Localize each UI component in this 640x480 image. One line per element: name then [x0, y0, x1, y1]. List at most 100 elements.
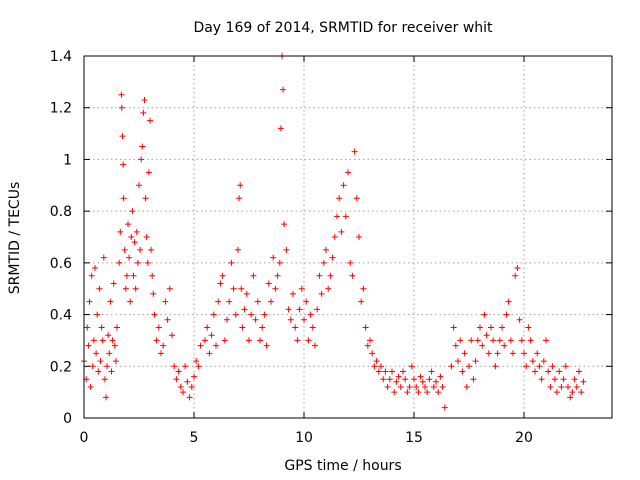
data-point	[470, 376, 477, 383]
data-point	[151, 311, 158, 318]
data-point	[90, 337, 97, 344]
data-point	[85, 342, 92, 349]
data-point	[122, 285, 129, 292]
data-point	[208, 332, 215, 339]
data-point	[270, 254, 277, 261]
data-point	[139, 143, 146, 150]
data-point	[96, 285, 103, 292]
data-point	[100, 254, 107, 261]
data-point	[369, 350, 376, 357]
data-point	[496, 337, 503, 344]
data-point	[545, 368, 552, 375]
data-point	[206, 350, 213, 357]
data-point	[331, 234, 338, 240]
data-point	[516, 316, 523, 323]
data-point	[540, 358, 547, 365]
data-point	[301, 316, 307, 323]
data-point	[213, 342, 219, 349]
data-point	[320, 259, 327, 266]
data-point	[112, 358, 119, 365]
data-point	[375, 368, 382, 375]
data-point	[92, 265, 98, 272]
data-point	[477, 324, 483, 331]
data-point	[226, 298, 233, 305]
data-point	[448, 363, 455, 370]
data-point	[340, 182, 347, 189]
data-point	[426, 376, 433, 383]
y-tick-label: 0.4	[50, 308, 72, 324]
data-point	[280, 86, 287, 93]
x-tick-label: 10	[295, 430, 313, 446]
data-point	[175, 368, 182, 375]
data-point	[499, 324, 505, 331]
data-point	[298, 285, 305, 292]
data-point	[569, 389, 576, 396]
data-point	[406, 383, 413, 390]
data-point	[554, 389, 560, 396]
data-point	[518, 337, 525, 344]
data-point	[95, 368, 102, 375]
data-point	[358, 298, 365, 305]
data-point	[265, 280, 272, 287]
data-point	[263, 342, 270, 349]
data-point	[259, 324, 266, 331]
data-point	[120, 161, 127, 168]
y-tick-labels: 0 0.2 0.4 0.6 0.8 1 1.2 1.4	[50, 49, 72, 427]
data-point	[186, 394, 193, 401]
data-point	[127, 298, 134, 305]
data-point	[290, 290, 296, 297]
data-point	[158, 350, 164, 357]
data-point	[393, 378, 400, 385]
data-point	[276, 259, 283, 266]
data-point	[481, 311, 488, 318]
data-point	[567, 394, 574, 401]
data-point	[294, 337, 301, 344]
data-point	[243, 290, 250, 297]
data-point	[235, 246, 241, 253]
data-point	[452, 342, 459, 349]
data-point	[435, 389, 442, 396]
data-point	[386, 376, 393, 383]
data-point	[441, 404, 448, 411]
data-point	[378, 363, 384, 370]
data-point	[180, 389, 186, 396]
data-point	[576, 368, 582, 375]
data-point	[254, 298, 261, 305]
data-point	[93, 350, 100, 357]
data-point	[118, 91, 125, 98]
data-point	[173, 376, 180, 383]
data-point	[210, 311, 217, 318]
data-point	[133, 228, 140, 235]
data-point	[149, 272, 156, 279]
x-tick-label: 15	[405, 430, 423, 446]
data-point	[128, 234, 135, 240]
data-point	[132, 285, 139, 292]
data-point	[150, 290, 157, 297]
data-point	[514, 265, 521, 272]
data-point	[88, 272, 95, 279]
data-point	[110, 280, 117, 287]
data-point	[134, 259, 141, 266]
data-point	[428, 368, 435, 375]
data-point	[551, 376, 558, 383]
data-point	[237, 182, 244, 189]
data-point	[364, 342, 371, 349]
data-point	[155, 324, 162, 331]
data-point	[238, 285, 245, 292]
data-point	[108, 368, 115, 375]
data-point	[356, 234, 362, 240]
data-point	[455, 358, 461, 365]
data-point	[120, 195, 127, 202]
y-tick-label: 0.2	[50, 359, 72, 375]
data-point	[424, 389, 431, 396]
data-point	[268, 298, 274, 305]
data-point	[136, 182, 142, 189]
data-point	[137, 246, 144, 253]
data-point	[433, 378, 439, 385]
y-tick-label: 0.6	[50, 256, 72, 272]
data-point	[142, 195, 149, 202]
y-tick-label: 0	[63, 411, 72, 427]
data-point	[389, 368, 395, 375]
data-point	[116, 259, 123, 266]
